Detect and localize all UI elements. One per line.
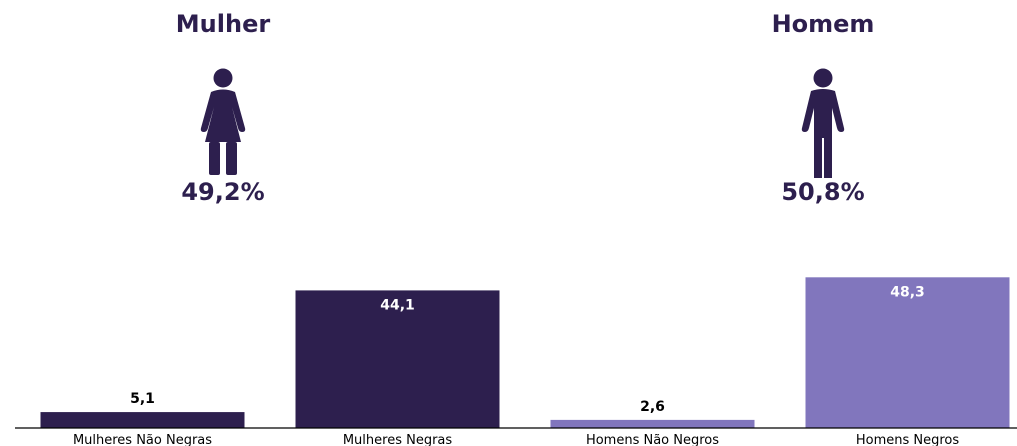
bar-mulheres-nao-negras — [40, 412, 245, 428]
male-figure-icon — [801, 68, 845, 178]
value-label-homens-negros: 48,3 — [890, 284, 925, 300]
women-percentage: 49,2% — [181, 178, 265, 206]
bar-mulheres-negras — [295, 290, 500, 428]
value-label-mulheres-nao-negras: 5,1 — [130, 391, 155, 407]
women-title: Mulher — [175, 10, 271, 38]
value-label-homens-nao-negros: 2,6 — [640, 399, 665, 415]
value-labels-group: 5,1 44,1 2,6 48,3 — [130, 284, 925, 415]
tick-labels-group: Mulheres Não Negras Mulheres Negras Homens… — [73, 433, 959, 446]
bars-group — [40, 277, 1010, 428]
bar-homens-nao-negros — [550, 419, 755, 428]
value-label-mulheres-negras: 44,1 — [380, 297, 415, 313]
tick-label-homens-nao-negros: Homens Não Negros — [586, 433, 719, 446]
tick-label-mulheres-negras: Mulheres Negras — [343, 433, 453, 446]
men-percentage: 50,8% — [781, 178, 865, 206]
female-figure-icon — [200, 68, 246, 175]
bar-homens-negros — [805, 277, 1010, 428]
men-title: Homem — [771, 10, 875, 38]
tick-label-homens-negros: Homens Negros — [856, 433, 960, 446]
tick-label-mulheres-nao-negras: Mulheres Não Negras — [73, 433, 212, 446]
